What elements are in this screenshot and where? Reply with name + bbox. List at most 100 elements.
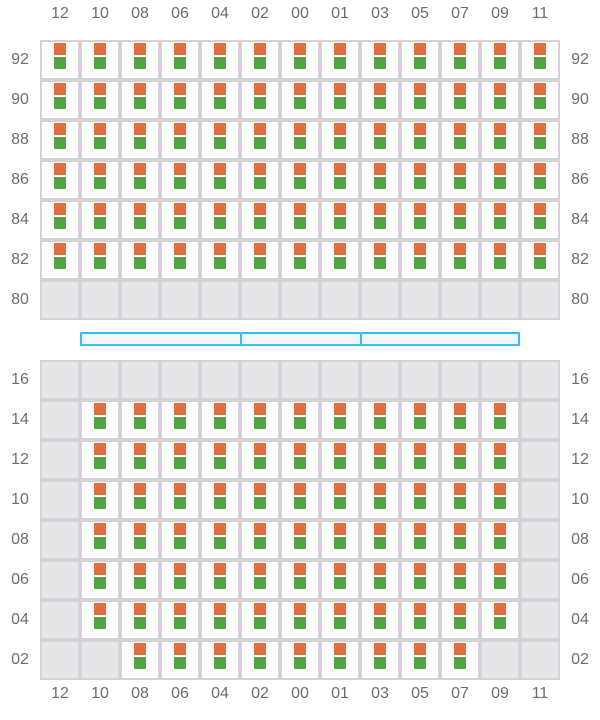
- seat-cell[interactable]: [40, 240, 80, 280]
- seat-cell[interactable]: [120, 520, 160, 560]
- seat-cell[interactable]: [360, 640, 400, 680]
- seat-cell[interactable]: [320, 440, 360, 480]
- seat-cell[interactable]: [440, 200, 480, 240]
- seat-cell[interactable]: [80, 240, 120, 280]
- seat-cell[interactable]: [200, 560, 240, 600]
- seat-cell[interactable]: [400, 560, 440, 600]
- seat-cell[interactable]: [520, 80, 560, 120]
- seat-cell[interactable]: [280, 240, 320, 280]
- seat-cell[interactable]: [400, 40, 440, 80]
- seat-cell[interactable]: [160, 120, 200, 160]
- seat-cell[interactable]: [480, 600, 520, 640]
- seat-cell[interactable]: [160, 480, 200, 520]
- seat-cell[interactable]: [200, 480, 240, 520]
- seat-cell[interactable]: [400, 600, 440, 640]
- seat-cell[interactable]: [120, 120, 160, 160]
- seat-cell[interactable]: [160, 440, 200, 480]
- seat-cell[interactable]: [520, 160, 560, 200]
- seat-cell[interactable]: [320, 480, 360, 520]
- seat-cell[interactable]: [40, 200, 80, 240]
- seat-cell[interactable]: [440, 560, 480, 600]
- seat-cell[interactable]: [440, 80, 480, 120]
- seat-cell[interactable]: [80, 40, 120, 80]
- seat-cell[interactable]: [200, 80, 240, 120]
- seat-cell[interactable]: [480, 120, 520, 160]
- seat-cell[interactable]: [320, 40, 360, 80]
- seat-cell[interactable]: [440, 480, 480, 520]
- seat-cell[interactable]: [80, 520, 120, 560]
- seat-cell[interactable]: [240, 520, 280, 560]
- seat-cell[interactable]: [280, 40, 320, 80]
- seat-cell[interactable]: [80, 200, 120, 240]
- seat-cell[interactable]: [360, 200, 400, 240]
- seat-cell[interactable]: [120, 600, 160, 640]
- seat-cell[interactable]: [320, 240, 360, 280]
- seat-cell[interactable]: [440, 640, 480, 680]
- seat-cell[interactable]: [40, 40, 80, 80]
- seat-cell[interactable]: [160, 80, 200, 120]
- seat-cell[interactable]: [80, 80, 120, 120]
- seat-cell[interactable]: [320, 640, 360, 680]
- seat-cell[interactable]: [160, 40, 200, 80]
- seat-cell[interactable]: [400, 640, 440, 680]
- seat-cell[interactable]: [80, 480, 120, 520]
- seat-cell[interactable]: [240, 640, 280, 680]
- seat-cell[interactable]: [80, 160, 120, 200]
- seat-cell[interactable]: [120, 160, 160, 200]
- seat-cell[interactable]: [120, 560, 160, 600]
- seat-cell[interactable]: [120, 200, 160, 240]
- seat-cell[interactable]: [40, 120, 80, 160]
- seat-cell[interactable]: [480, 160, 520, 200]
- seat-cell[interactable]: [480, 440, 520, 480]
- seat-cell[interactable]: [80, 440, 120, 480]
- seat-cell[interactable]: [440, 440, 480, 480]
- seat-cell[interactable]: [520, 200, 560, 240]
- seat-cell[interactable]: [360, 160, 400, 200]
- seat-cell[interactable]: [240, 240, 280, 280]
- seat-cell[interactable]: [240, 160, 280, 200]
- seat-cell[interactable]: [160, 240, 200, 280]
- seat-cell[interactable]: [480, 520, 520, 560]
- seat-cell[interactable]: [360, 80, 400, 120]
- seat-cell[interactable]: [400, 240, 440, 280]
- seat-cell[interactable]: [200, 640, 240, 680]
- seat-cell[interactable]: [160, 640, 200, 680]
- seat-cell[interactable]: [200, 520, 240, 560]
- seat-cell[interactable]: [80, 400, 120, 440]
- seat-cell[interactable]: [280, 560, 320, 600]
- seat-cell[interactable]: [240, 40, 280, 80]
- seat-cell[interactable]: [320, 200, 360, 240]
- seat-cell[interactable]: [240, 80, 280, 120]
- seat-cell[interactable]: [320, 600, 360, 640]
- seat-cell[interactable]: [320, 400, 360, 440]
- seat-cell[interactable]: [240, 600, 280, 640]
- seat-cell[interactable]: [320, 160, 360, 200]
- seat-cell[interactable]: [280, 480, 320, 520]
- seat-cell[interactable]: [520, 240, 560, 280]
- seat-cell[interactable]: [200, 400, 240, 440]
- seat-cell[interactable]: [160, 400, 200, 440]
- seat-cell[interactable]: [440, 240, 480, 280]
- seat-cell[interactable]: [400, 480, 440, 520]
- seat-cell[interactable]: [400, 160, 440, 200]
- seat-cell[interactable]: [240, 200, 280, 240]
- seat-cell[interactable]: [280, 440, 320, 480]
- seat-cell[interactable]: [280, 160, 320, 200]
- seat-cell[interactable]: [520, 120, 560, 160]
- seat-cell[interactable]: [480, 200, 520, 240]
- seat-cell[interactable]: [200, 440, 240, 480]
- seat-cell[interactable]: [360, 440, 400, 480]
- seat-cell[interactable]: [200, 40, 240, 80]
- seat-cell[interactable]: [80, 600, 120, 640]
- seat-cell[interactable]: [440, 600, 480, 640]
- seat-cell[interactable]: [120, 480, 160, 520]
- seat-cell[interactable]: [400, 400, 440, 440]
- seat-cell[interactable]: [120, 240, 160, 280]
- seat-cell[interactable]: [160, 160, 200, 200]
- seat-cell[interactable]: [240, 120, 280, 160]
- seat-cell[interactable]: [200, 200, 240, 240]
- seat-cell[interactable]: [400, 200, 440, 240]
- seat-cell[interactable]: [280, 400, 320, 440]
- seat-cell[interactable]: [360, 600, 400, 640]
- seat-cell[interactable]: [320, 80, 360, 120]
